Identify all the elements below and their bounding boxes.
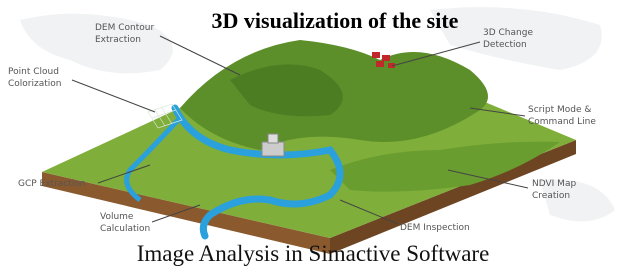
label-line: 3D Change — [483, 28, 533, 38]
label-line: Calculation — [100, 224, 150, 234]
diagram: DEM Contour Extraction 3D Change Detecti… — [0, 0, 626, 268]
label-line: Extraction — [95, 35, 141, 45]
label-line: NDVI Map — [532, 179, 576, 189]
label-line: Creation — [532, 191, 570, 201]
label-line: DEM Inspection — [400, 223, 470, 233]
label-line: Command Line — [528, 117, 596, 127]
label-line: GCP Extraction — [18, 179, 86, 189]
title: 3D visualization of the site — [212, 8, 459, 33]
label-line: DEM Contour — [95, 23, 154, 33]
label-line: Volume — [100, 212, 134, 222]
caption: Image Analysis in Simactive Software — [137, 241, 490, 266]
label-line: Detection — [483, 40, 527, 50]
label-line: Script Mode & — [528, 105, 591, 115]
label-line: Point Cloud — [8, 67, 59, 77]
label-line: Colorization — [8, 79, 61, 89]
